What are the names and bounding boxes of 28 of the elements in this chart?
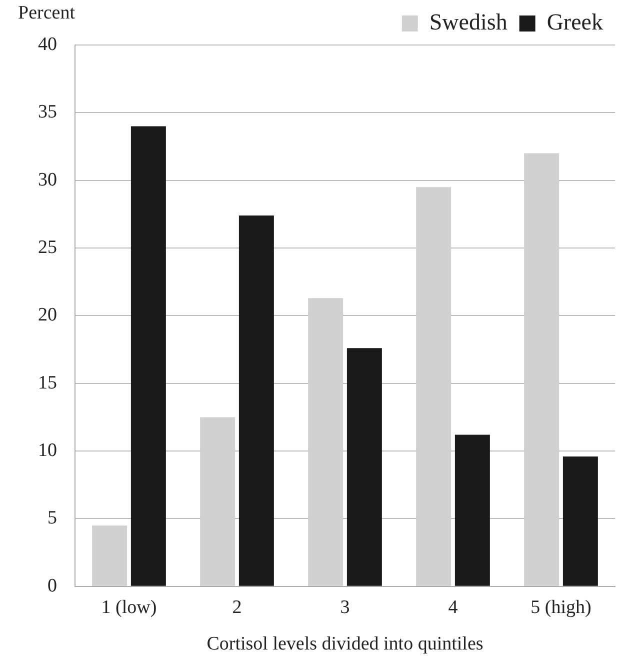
y-tick-label: 15 xyxy=(38,372,57,394)
bar xyxy=(562,456,598,586)
bar xyxy=(308,298,344,586)
y-tick-label: 30 xyxy=(38,169,57,190)
y-tick-label: 35 xyxy=(38,102,57,123)
y-tick-label: 40 xyxy=(38,34,57,55)
x-tick-label: 2 xyxy=(232,596,242,618)
x-axis-title: Cortisol levels divided into quintiles xyxy=(206,634,484,655)
bar xyxy=(524,153,560,586)
x-tick-label: 1 (low) xyxy=(101,596,157,618)
bar xyxy=(130,126,166,586)
y-tick-label: 10 xyxy=(38,440,57,462)
bar xyxy=(454,434,490,586)
y-tick-label: 5 xyxy=(48,508,57,529)
y-axis-title: Percent xyxy=(18,2,76,24)
legend-label: Greek xyxy=(546,10,604,35)
bar xyxy=(92,525,128,586)
x-tick-label: 4 xyxy=(448,596,458,618)
bar xyxy=(346,348,382,586)
y-tick-label: 0 xyxy=(48,575,57,596)
x-tick-label: 5 (high) xyxy=(530,596,592,618)
bar xyxy=(238,216,274,586)
bar xyxy=(416,187,452,586)
legend-label: Swedish xyxy=(429,10,508,35)
bar xyxy=(200,417,236,586)
y-tick-label: 25 xyxy=(38,237,57,258)
y-tick-label: 20 xyxy=(38,304,57,326)
x-tick-label: 3 xyxy=(340,596,350,618)
